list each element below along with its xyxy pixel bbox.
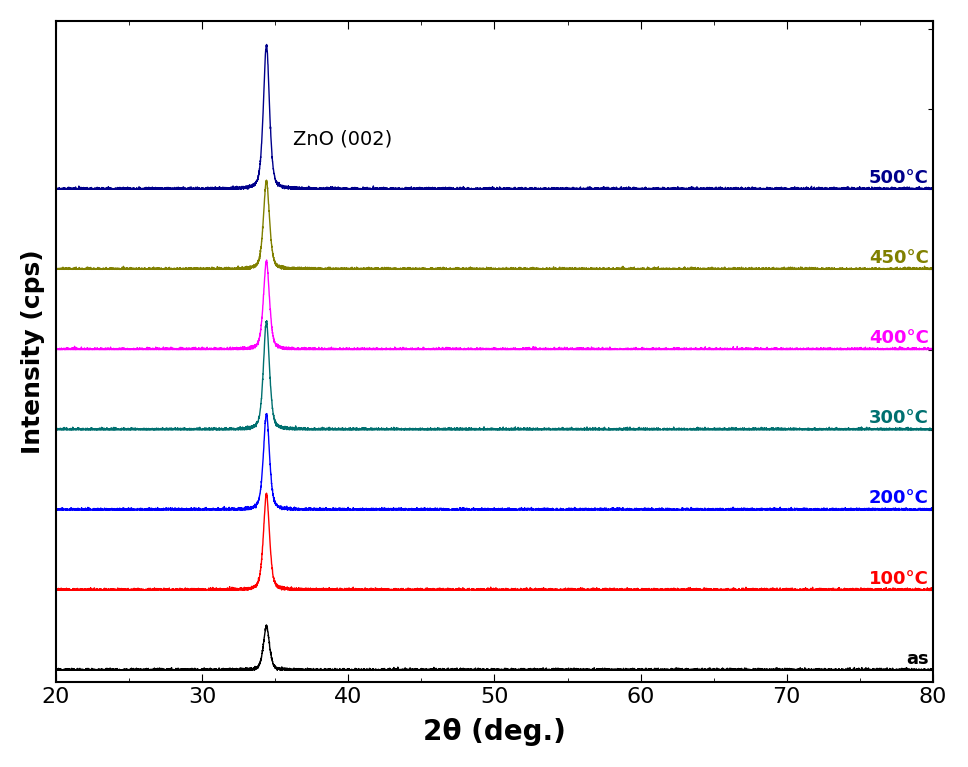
Text: 400°C: 400°C: [868, 329, 928, 347]
Text: 450°C: 450°C: [868, 249, 928, 267]
Text: as: as: [906, 650, 928, 668]
Text: 200°C: 200°C: [868, 489, 928, 508]
Text: 500°C: 500°C: [868, 169, 928, 187]
Y-axis label: Intensity (cps): Intensity (cps): [21, 249, 45, 454]
Text: 100°C: 100°C: [868, 570, 928, 588]
Text: ZnO (002): ZnO (002): [292, 129, 392, 148]
X-axis label: 2θ (deg.): 2θ (deg.): [423, 718, 566, 746]
Text: 300°C: 300°C: [868, 410, 928, 427]
